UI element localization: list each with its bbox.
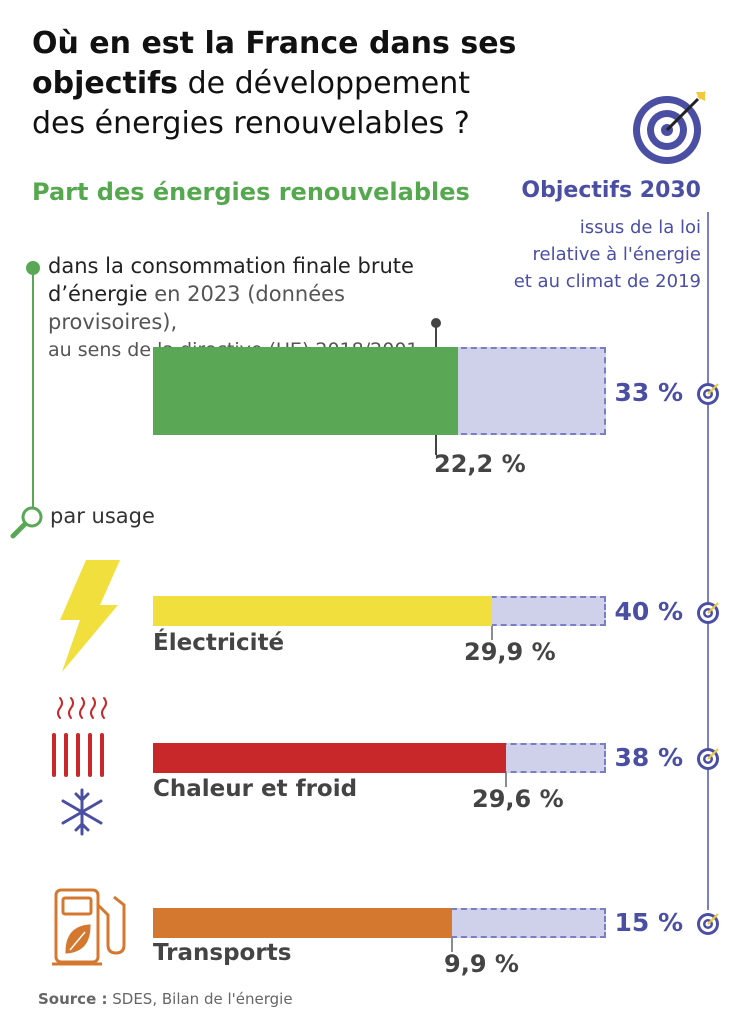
title-line2-rest: de développement [178,66,471,101]
target-label: 38 % [614,743,683,772]
target-small-icon [697,748,719,770]
objectives-subtitle-line: relative à l'énergie [532,244,701,265]
target-label: 33 % [614,378,683,407]
page-title: Où en est la France dans ses objectifs d… [32,24,592,144]
usage-label: par usage [50,504,155,528]
fuel-pump-leaf-icon [52,888,126,966]
source-note: Source : SDES, Bilan de l'énergie [38,990,293,1008]
title-bold-word: objectifs [32,66,179,101]
objectives-subtitle-line: issus de la loi [579,217,701,238]
snowflake-icon [61,788,103,836]
category-label: Électricité [153,630,285,656]
value-label: 29,6 % [472,785,564,813]
value-bar [153,908,452,938]
magnifier-icon [10,506,43,539]
source-label: Source : [38,990,108,1008]
category-label: Chaleur et froid [153,776,358,802]
main-subtitle-line1: dans la consommation finale brute [48,254,414,278]
main-subtitle-line2a: d’énergie [48,282,148,306]
target-label: 15 % [614,908,683,937]
target-large-icon [633,91,706,164]
target-small-icon [697,602,719,624]
objectives-title: Objectifs 2030 [521,178,701,203]
value-bar [153,347,458,435]
category-label: Transports [153,940,292,966]
section-title: Part des énergies renouvelables [32,178,470,206]
title-line1: Où en est la France dans ses [32,26,517,61]
objectives-subtitle-line: et au climat de 2019 [513,271,701,292]
radiator-snowflake-icon [52,697,107,777]
value-label: 29,9 % [464,638,556,666]
target-label: 40 % [614,597,683,626]
target-small-icon [697,383,719,405]
title-line3: des énergies renouvelables ? [32,106,470,141]
green-dot-icon [26,261,40,275]
target-small-icon [697,913,719,935]
source-text: SDES, Bilan de l'énergie [107,990,293,1008]
objectives-subtitle: issus de la loi relative à l'énergie et … [461,214,701,295]
value-bar [153,743,506,773]
value-bar [153,596,492,626]
value-label: 22,2 % [434,450,526,478]
value-label: 9,9 % [444,950,519,978]
lightning-icon [60,560,120,672]
main-subtitle-line2b: en 2023 (données provisoires), [48,282,345,334]
